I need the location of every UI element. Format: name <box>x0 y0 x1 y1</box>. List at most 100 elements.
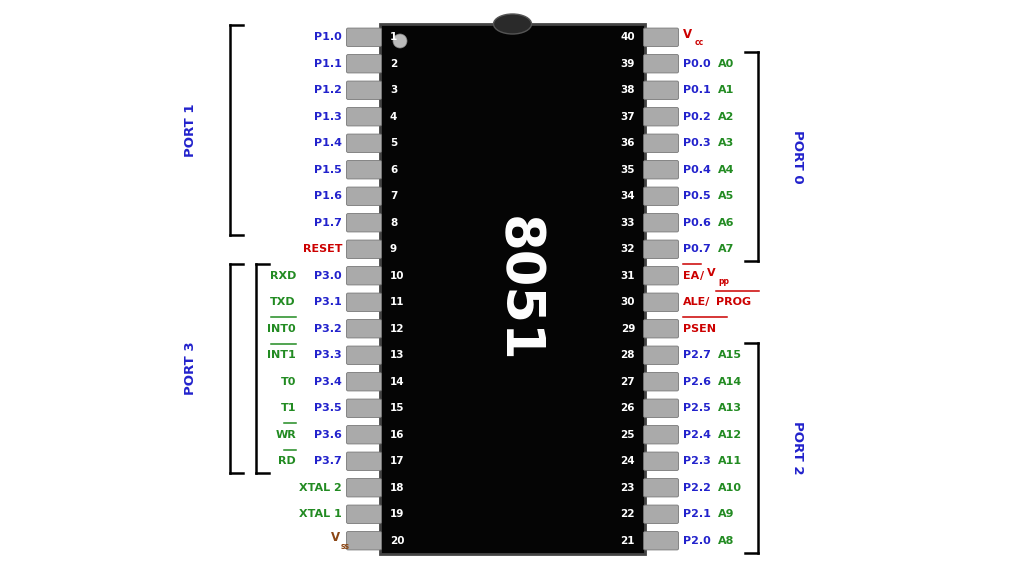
Text: PORT 3: PORT 3 <box>183 342 197 395</box>
Circle shape <box>393 34 407 48</box>
FancyBboxPatch shape <box>346 28 382 47</box>
FancyBboxPatch shape <box>643 452 679 471</box>
Text: P0.5: P0.5 <box>683 191 711 201</box>
FancyBboxPatch shape <box>643 293 679 312</box>
Text: A11: A11 <box>718 456 741 466</box>
FancyBboxPatch shape <box>346 134 382 153</box>
Text: 33: 33 <box>621 218 635 228</box>
FancyBboxPatch shape <box>346 55 382 73</box>
Text: 4: 4 <box>390 112 397 122</box>
Text: P1.6: P1.6 <box>314 191 342 201</box>
Text: 30: 30 <box>621 297 635 307</box>
Text: P1.2: P1.2 <box>314 85 342 95</box>
Text: /: / <box>700 271 705 281</box>
Text: P1.7: P1.7 <box>314 218 342 228</box>
Text: cc: cc <box>694 38 703 47</box>
FancyBboxPatch shape <box>346 187 382 206</box>
Text: PROG: PROG <box>716 297 752 307</box>
Text: 10: 10 <box>390 271 404 281</box>
Text: A10: A10 <box>718 483 741 492</box>
Text: 3: 3 <box>390 85 397 95</box>
FancyBboxPatch shape <box>346 293 382 312</box>
Text: 22: 22 <box>621 509 635 519</box>
Text: P2.4: P2.4 <box>683 430 711 439</box>
FancyBboxPatch shape <box>643 320 679 338</box>
Text: 37: 37 <box>621 112 635 122</box>
Text: TXD: TXD <box>270 297 296 307</box>
Text: EA: EA <box>683 271 699 281</box>
Text: V: V <box>683 28 692 41</box>
Text: 25: 25 <box>621 430 635 439</box>
Text: ss: ss <box>341 542 349 551</box>
Ellipse shape <box>494 14 531 34</box>
Text: RXD: RXD <box>269 271 296 281</box>
Text: XTAL 1: XTAL 1 <box>299 509 342 519</box>
FancyBboxPatch shape <box>643 532 679 550</box>
Text: 39: 39 <box>621 59 635 69</box>
FancyBboxPatch shape <box>346 373 382 391</box>
Text: P1.0: P1.0 <box>314 32 342 42</box>
Text: 21: 21 <box>621 536 635 545</box>
Text: 35: 35 <box>621 165 635 175</box>
Text: 12: 12 <box>390 324 404 334</box>
Text: P0.3: P0.3 <box>683 138 711 148</box>
Text: P0.0: P0.0 <box>683 59 711 69</box>
FancyBboxPatch shape <box>346 320 382 338</box>
Text: 16: 16 <box>390 430 404 439</box>
Text: P3.6: P3.6 <box>314 430 342 439</box>
Text: 14: 14 <box>390 377 404 386</box>
FancyBboxPatch shape <box>346 108 382 126</box>
Text: RESET: RESET <box>302 244 342 254</box>
Text: A15: A15 <box>718 350 741 360</box>
FancyBboxPatch shape <box>643 28 679 47</box>
FancyBboxPatch shape <box>346 505 382 524</box>
Text: 19: 19 <box>390 509 404 519</box>
Text: A0: A0 <box>718 59 734 69</box>
Text: INT0: INT0 <box>267 324 296 334</box>
FancyBboxPatch shape <box>643 346 679 365</box>
Text: 8: 8 <box>390 218 397 228</box>
Text: A1: A1 <box>718 85 734 95</box>
Text: ALE/: ALE/ <box>683 297 711 307</box>
FancyBboxPatch shape <box>346 452 382 471</box>
Text: P0.1: P0.1 <box>683 85 711 95</box>
FancyBboxPatch shape <box>643 55 679 73</box>
Text: 27: 27 <box>621 377 635 386</box>
Text: A14: A14 <box>718 377 741 386</box>
Text: A13: A13 <box>718 403 741 413</box>
Text: A6: A6 <box>718 218 734 228</box>
FancyBboxPatch shape <box>346 346 382 365</box>
Text: WR: WR <box>275 430 296 439</box>
FancyBboxPatch shape <box>643 426 679 444</box>
Text: P3.7: P3.7 <box>314 456 342 466</box>
Text: 26: 26 <box>621 403 635 413</box>
Text: 31: 31 <box>621 271 635 281</box>
Text: A7: A7 <box>718 244 734 254</box>
Text: A5: A5 <box>718 191 734 201</box>
FancyBboxPatch shape <box>346 399 382 418</box>
Text: 32: 32 <box>621 244 635 254</box>
Text: P2.1: P2.1 <box>683 509 711 519</box>
Text: PORT 2: PORT 2 <box>792 421 805 475</box>
Text: 24: 24 <box>621 456 635 466</box>
FancyBboxPatch shape <box>346 479 382 497</box>
FancyBboxPatch shape <box>643 373 679 391</box>
Text: 36: 36 <box>621 138 635 148</box>
Text: P3.1: P3.1 <box>314 297 342 307</box>
Text: V: V <box>707 268 715 278</box>
FancyBboxPatch shape <box>643 399 679 418</box>
Text: A12: A12 <box>718 430 741 439</box>
Text: P3.5: P3.5 <box>314 403 342 413</box>
Text: 8051: 8051 <box>492 215 544 362</box>
Text: P2.3: P2.3 <box>683 456 711 466</box>
Text: P3.2: P3.2 <box>314 324 342 334</box>
Text: P1.3: P1.3 <box>314 112 342 122</box>
Text: P2.7: P2.7 <box>683 350 711 360</box>
Text: 38: 38 <box>621 85 635 95</box>
Text: P1.4: P1.4 <box>314 138 342 148</box>
Text: V: V <box>331 531 340 544</box>
Text: INT1: INT1 <box>267 350 296 360</box>
Bar <box>380 24 645 554</box>
FancyBboxPatch shape <box>643 187 679 206</box>
Text: P0.4: P0.4 <box>683 165 711 175</box>
